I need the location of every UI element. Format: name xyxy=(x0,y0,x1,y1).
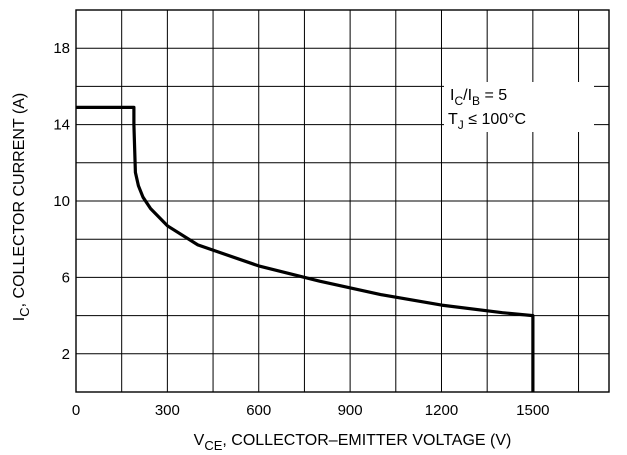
x-axis-title: VCE, COLLECTOR–EMITTER VOLTAGE (V) xyxy=(194,432,512,453)
x-tick-label: 600 xyxy=(246,402,271,419)
y-tick-label: 6 xyxy=(62,269,70,286)
x-tick-label: 900 xyxy=(338,402,363,419)
x-tick-label: 300 xyxy=(155,402,180,419)
y-tick-labels: 2 6 10 14 18 xyxy=(53,40,70,363)
x-tick-labels: 0 300 600 900 1200 1500 xyxy=(72,402,550,419)
x-tick-label: 0 xyxy=(72,402,80,419)
y-tick-label: 10 xyxy=(53,193,70,210)
grid-lines xyxy=(76,10,609,392)
y-tick-label: 18 xyxy=(53,40,70,57)
x-tick-label: 1200 xyxy=(425,402,458,419)
x-tick-label: 1500 xyxy=(516,402,549,419)
y-axis-title: IC, COLLECTOR CURRENT (A) xyxy=(11,93,32,321)
y-tick-label: 2 xyxy=(62,346,70,363)
condition-annotation: IC/IB = 5 TJ ≤ 100°C xyxy=(444,82,594,132)
y-tick-label: 14 xyxy=(53,117,70,134)
